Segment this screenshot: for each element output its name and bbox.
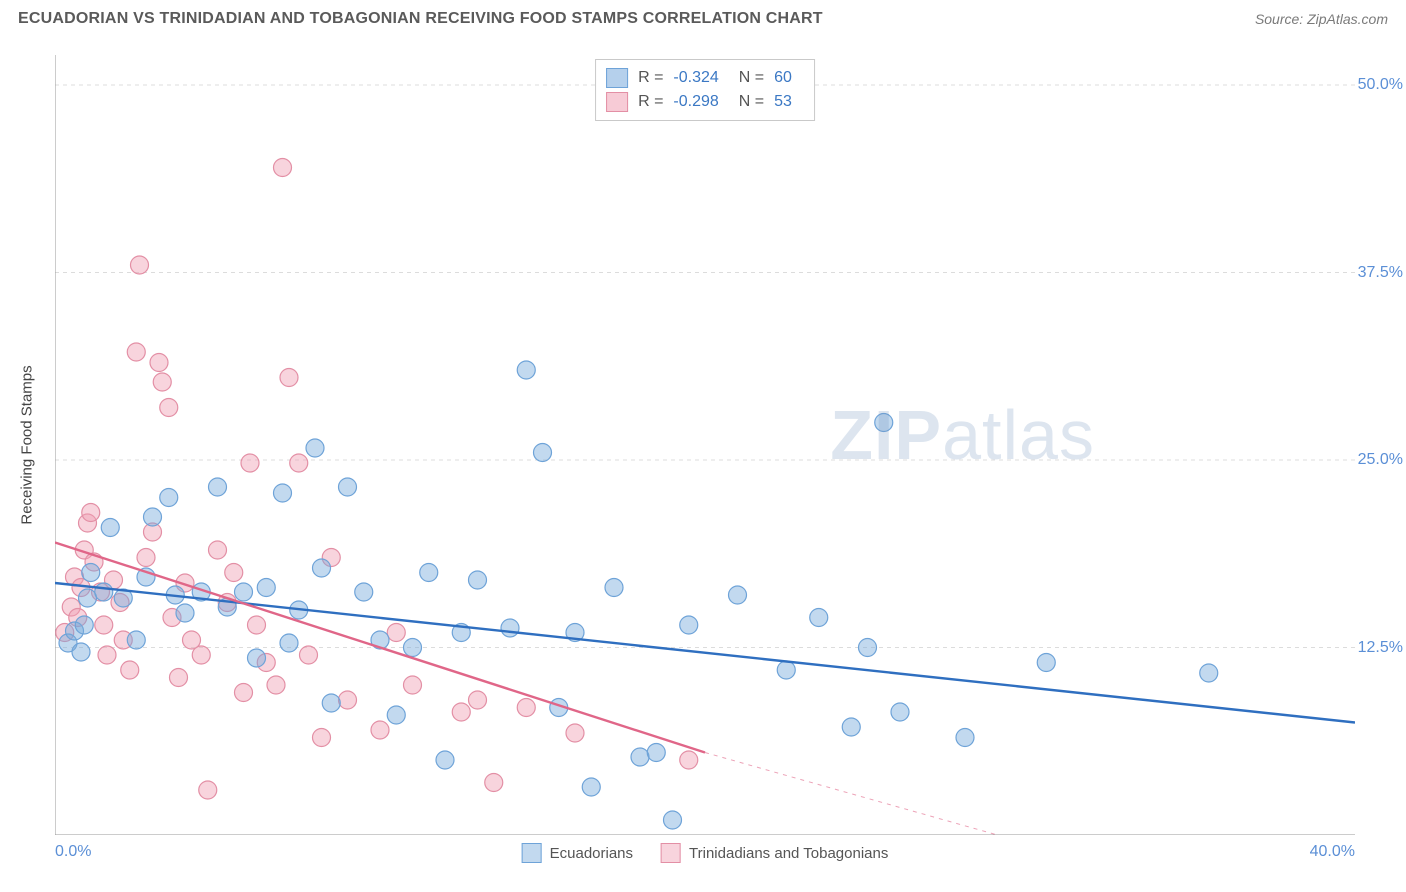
stat-n-label-0: N = — [739, 66, 764, 90]
y-tick-label: 25.0% — [1358, 451, 1403, 469]
stat-r-val-1: -0.298 — [673, 90, 718, 114]
legend-swatch-trinidadians — [661, 843, 681, 863]
stat-r-val-0: -0.324 — [673, 66, 718, 90]
stats-row-0: R = -0.324 N = 60 — [606, 66, 802, 90]
stat-r-label-1: R = — [638, 90, 663, 114]
source-attribution: Source: ZipAtlas.com — [1255, 11, 1388, 27]
x-tick-min: 0.0% — [55, 843, 91, 861]
source-name: ZipAtlas.com — [1307, 11, 1388, 27]
stats-swatch-0 — [606, 68, 628, 88]
y-axis-label: Receiving Food Stamps — [19, 365, 36, 524]
header: ECUADORIAN VS TRINIDADIAN AND TOBAGONIAN… — [0, 0, 1406, 34]
stat-r-label-0: R = — [638, 66, 663, 90]
stat-n-val-1: 53 — [774, 90, 792, 114]
scatter-plot — [55, 55, 1355, 835]
stats-row-1: R = -0.298 N = 53 — [606, 90, 802, 114]
legend-label-trinidadians: Trinidadians and Tobagonians — [689, 845, 888, 862]
x-tick-max: 40.0% — [1310, 843, 1355, 861]
stat-n-val-0: 60 — [774, 66, 792, 90]
y-tick-label: 37.5% — [1358, 264, 1403, 282]
y-tick-label: 50.0% — [1358, 76, 1403, 94]
bottom-legend: Ecuadorians Trinidadians and Tobagonians — [522, 843, 889, 863]
legend-label-ecuadorians: Ecuadorians — [550, 845, 633, 862]
legend-item-trinidadians: Trinidadians and Tobagonians — [661, 843, 888, 863]
y-tick-label: 12.5% — [1358, 639, 1403, 657]
legend-swatch-ecuadorians — [522, 843, 542, 863]
chart-title: ECUADORIAN VS TRINIDADIAN AND TOBAGONIAN… — [18, 10, 823, 28]
chart-area: Receiving Food Stamps 12.5%25.0%37.5%50.… — [55, 55, 1355, 835]
source-label: Source: — [1255, 11, 1307, 27]
stats-legend: R = -0.324 N = 60 R = -0.298 N = 53 — [595, 59, 815, 121]
stats-swatch-1 — [606, 92, 628, 112]
legend-item-ecuadorians: Ecuadorians — [522, 843, 633, 863]
stat-n-label-1: N = — [739, 90, 764, 114]
